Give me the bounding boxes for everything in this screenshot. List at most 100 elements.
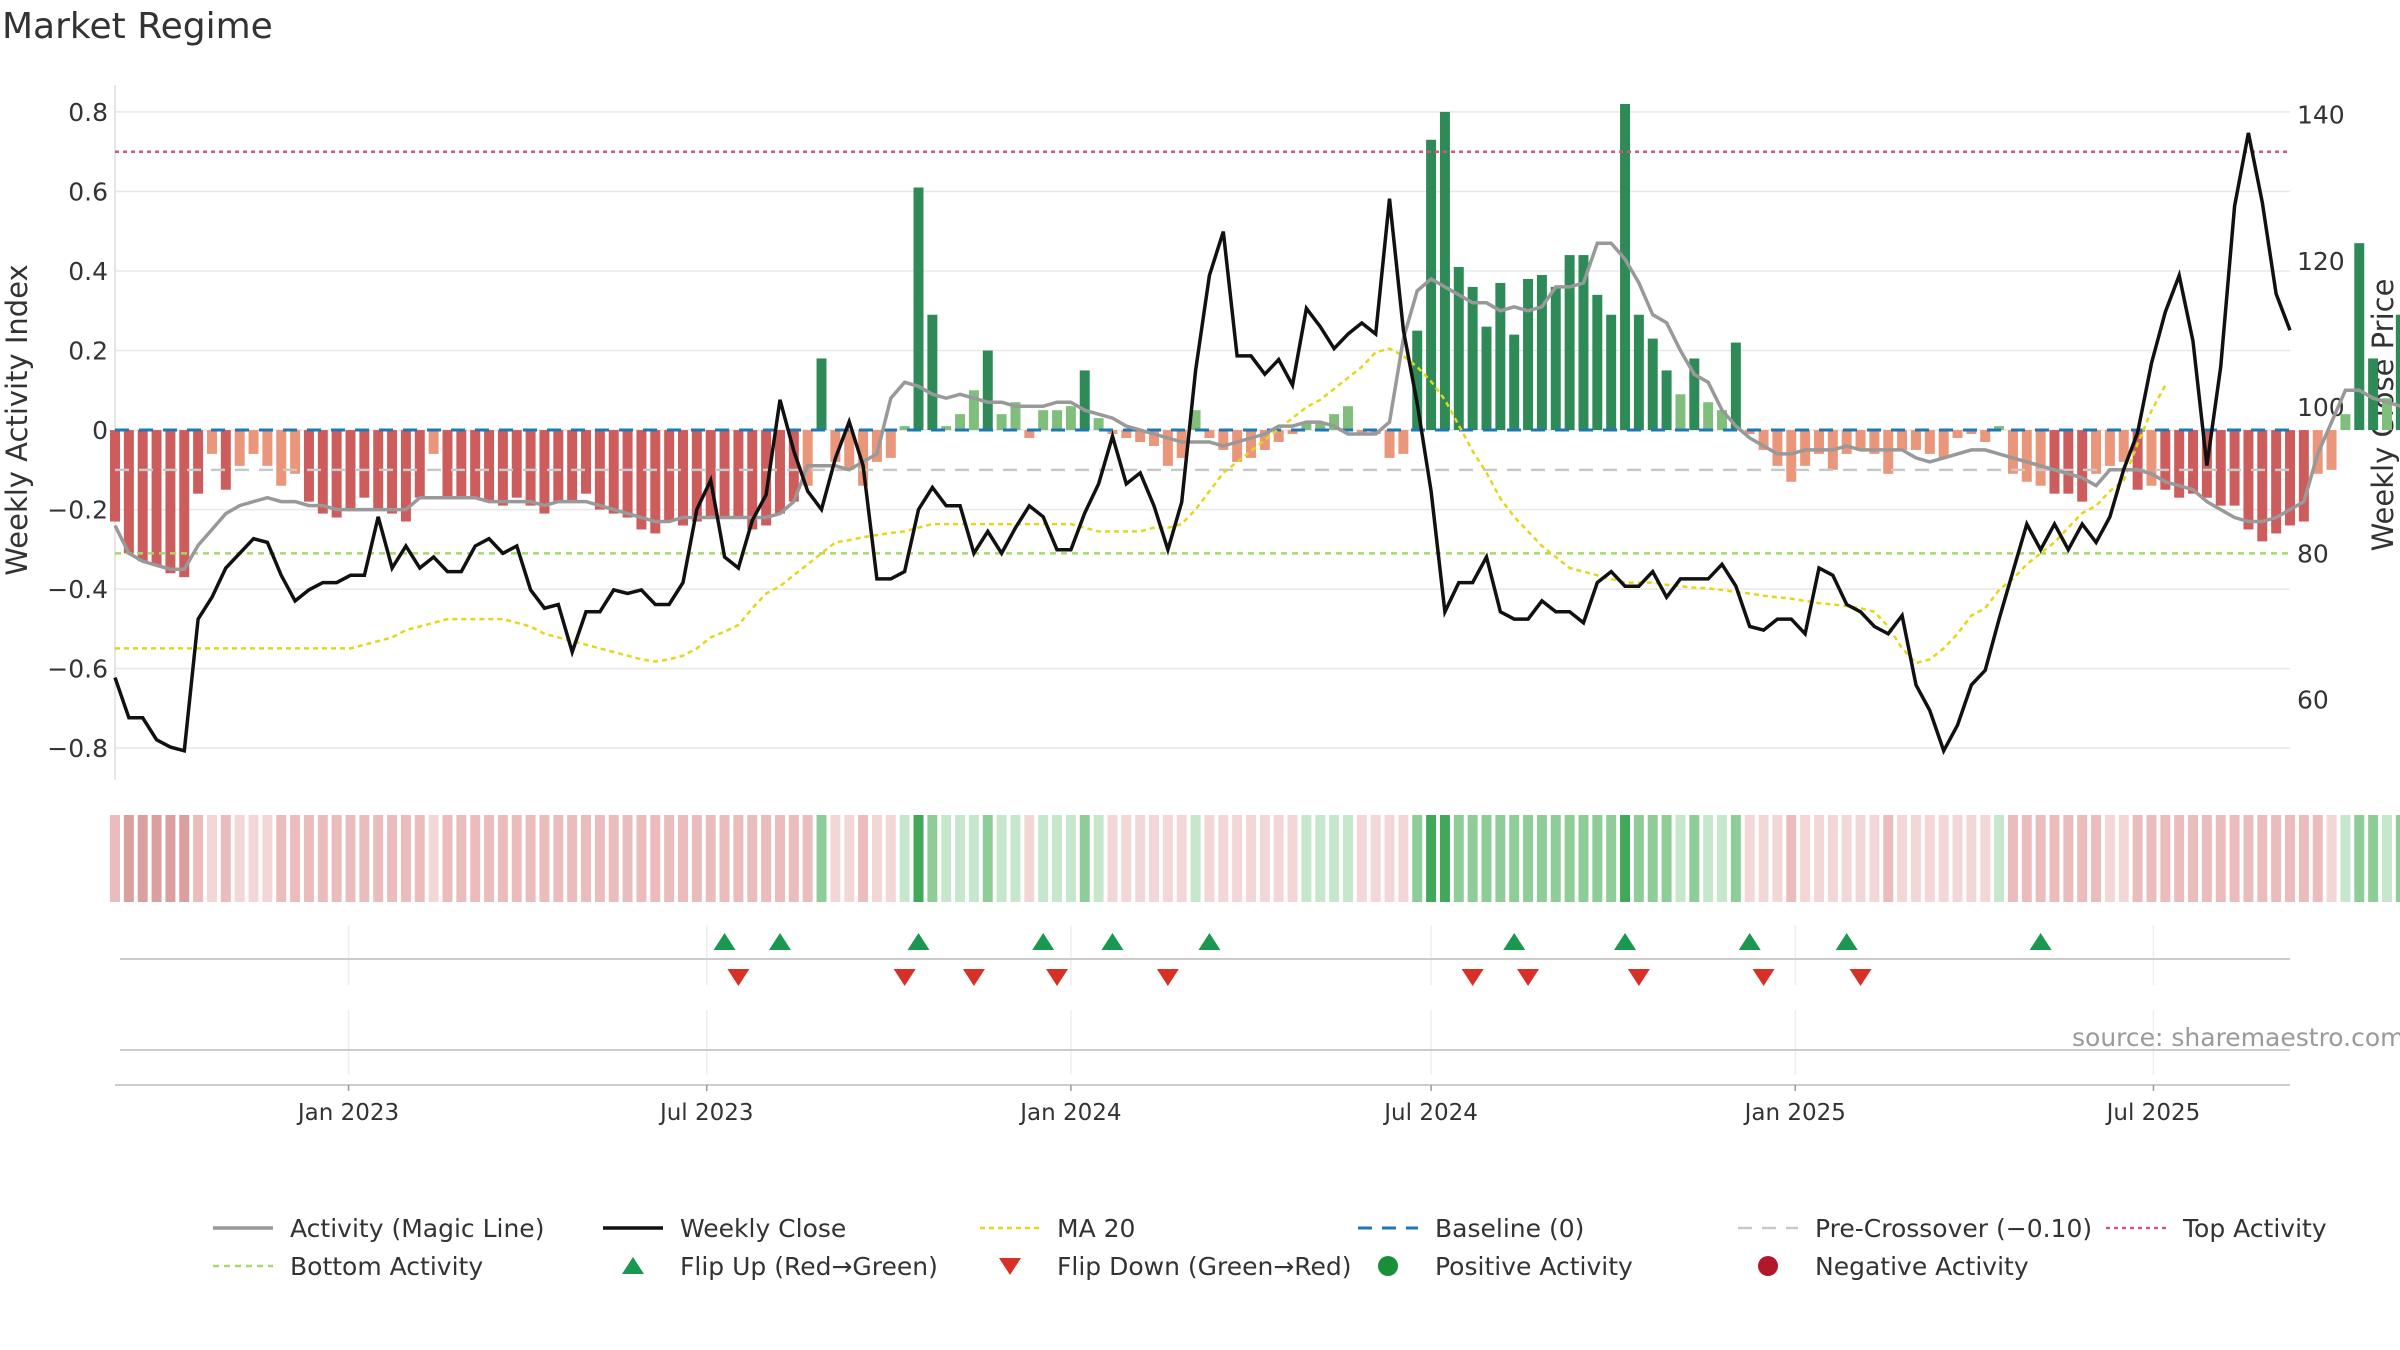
heat-strip-cell: [2395, 815, 2400, 902]
activity-bar: [1536, 274, 1547, 431]
activity-bar: [2229, 430, 2240, 506]
activity-bar: [927, 314, 938, 431]
negative-activity-legend-key: [1758, 1256, 1778, 1276]
heat-strip-cell: [248, 815, 259, 902]
heat-strip-cell: [913, 815, 924, 902]
heat-strip-cell: [2160, 815, 2171, 902]
activity-bar: [1065, 406, 1076, 431]
heat-strip-cell: [802, 815, 813, 902]
activity-bar: [2007, 430, 2018, 474]
legend-label: MA 20: [1057, 1213, 1136, 1243]
heat-strip-cell: [636, 815, 647, 902]
heat-strip-cell: [1204, 815, 1215, 902]
activity-bar: [1910, 430, 1921, 450]
flip-up-marker: [2029, 933, 2052, 950]
activity-bar: [2146, 430, 2157, 486]
heat-strip-cell: [996, 815, 1007, 902]
heat-strip-cell: [955, 815, 966, 902]
legend-label: Pre-Crossover (−0.10): [1815, 1213, 2093, 1243]
activity-bar: [802, 430, 813, 486]
activity-bar: [1966, 430, 1977, 435]
activity-bar: [2368, 358, 2379, 431]
flip-down-legend-glyph: [999, 1258, 1021, 1275]
heat-strip-cell: [1730, 815, 1741, 902]
heat-strip-cell: [1065, 815, 1076, 902]
heat-strip-cell: [428, 815, 439, 902]
heat-strip-cell: [2326, 815, 2337, 902]
heat-strip-cell: [608, 815, 619, 902]
activity-bar: [1246, 430, 1256, 458]
heat-strip-cell: [1412, 815, 1423, 902]
activity-bar: [442, 430, 453, 498]
activity-bar: [1675, 394, 1686, 431]
heat-strip-cell: [206, 815, 217, 902]
heat-strip-cell: [1038, 815, 1049, 902]
activity-bar: [608, 430, 619, 514]
heat-strip-cell: [1703, 815, 1714, 902]
heat-strip-cell: [1329, 815, 1340, 902]
activity-bar: [858, 430, 869, 486]
activity-bar: [1689, 358, 1700, 431]
legend-item-top-activity: Top Activity: [2103, 1210, 2327, 1246]
heat-strip-cell: [1855, 815, 1866, 902]
heat-strip-cell: [1149, 815, 1159, 902]
flip-down-marker: [1461, 969, 1484, 986]
activity-bar: [1162, 430, 1173, 466]
y-left-tick-label: −0.2: [47, 496, 108, 525]
activity-bar: [2174, 430, 2185, 498]
heat-strip-cell: [1162, 815, 1173, 902]
heat-strip-cell: [262, 815, 273, 902]
x-tick-label: Jul 2024: [1382, 1100, 1478, 1126]
activity-bar: [2271, 430, 2282, 534]
activity-bar: [2243, 430, 2254, 530]
activity-bar: [691, 430, 702, 522]
heat-strip-cell: [303, 815, 314, 902]
activity-bar: [317, 430, 328, 514]
activity-bar: [470, 430, 481, 498]
activity-bar: [1800, 430, 1811, 466]
activity-bar: [1453, 267, 1464, 431]
activity-bar: [179, 430, 190, 578]
activity-bar: [1620, 103, 1631, 431]
flip-up-marker: [1614, 933, 1637, 950]
activity-bar: [622, 430, 633, 518]
heat-strip-cell: [276, 815, 287, 902]
activity-bar: [899, 426, 910, 431]
heat-strip-cell: [941, 815, 952, 902]
heat-strip-cell: [497, 815, 508, 902]
activity-bar: [1287, 430, 1298, 435]
legend-label: Top Activity: [2183, 1213, 2327, 1243]
heat-strip-cell: [484, 815, 495, 902]
heat-strip-cell: [2077, 815, 2088, 902]
bottom-activity-legend-key: [213, 1264, 273, 1268]
activity-bar: [1079, 370, 1090, 431]
heat-strip-cell: [1606, 815, 1617, 902]
heat-strip-cell: [1453, 815, 1464, 902]
heat-strip-cell: [193, 815, 204, 902]
heat-strip-cell: [1439, 815, 1450, 902]
legend-label: Baseline (0): [1435, 1213, 1585, 1243]
heat-strip-cell: [678, 815, 688, 902]
y-left-axis-label: Weekly Activity Index: [0, 264, 34, 575]
activity-bar: [1218, 430, 1229, 450]
activity-bar: [414, 430, 425, 498]
heat-strip-cell: [2188, 815, 2199, 902]
heat-strip-cell: [1287, 815, 1298, 902]
heat-strip-cell: [2368, 815, 2379, 902]
heat-strip-cell: [2132, 815, 2143, 902]
heat-strip-cell: [1509, 815, 1520, 902]
activity-bar: [2049, 430, 2060, 494]
flip-up-marker: [768, 933, 791, 950]
activity-bar: [2395, 314, 2400, 431]
flip-up-marker: [1032, 933, 1055, 950]
heat-strip-cell: [1481, 815, 1492, 902]
heat-strip-cell: [1356, 815, 1367, 902]
heat-strip-cell: [594, 815, 605, 902]
heat-strip-cell: [1952, 815, 1963, 902]
heat-strip-cell: [2340, 815, 2351, 902]
heat-strip-cell: [2091, 815, 2102, 902]
heat-strip-cell: [290, 815, 301, 902]
heat-strip-cell: [2174, 815, 2185, 902]
heat-strip-cell: [1384, 815, 1395, 902]
